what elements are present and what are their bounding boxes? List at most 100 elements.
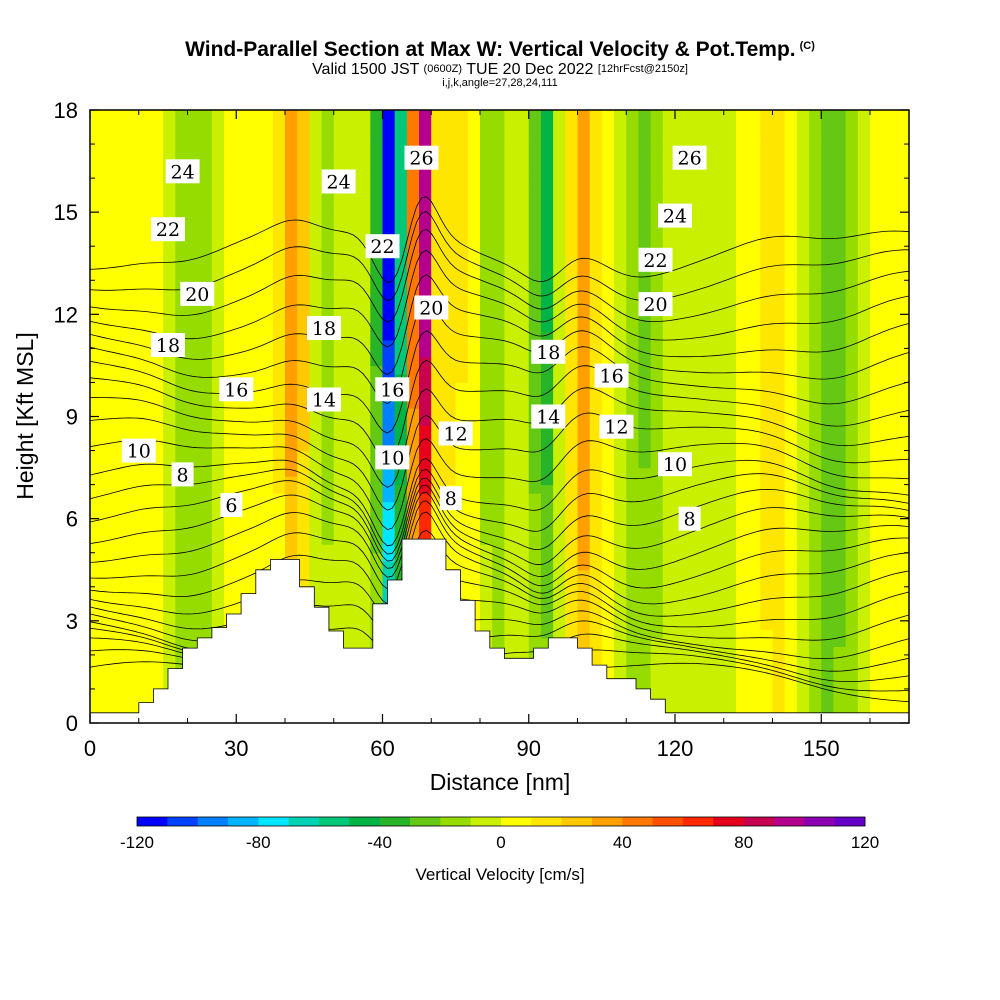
velocity-cell [272, 407, 286, 418]
velocity-cell [760, 493, 774, 503]
velocity-cell [114, 705, 128, 716]
velocity-cell [735, 433, 749, 443]
velocity-cell [638, 654, 652, 664]
velocity-cell [540, 501, 554, 511]
velocity-cell [650, 348, 664, 358]
velocity-cell [540, 161, 554, 171]
velocity-cell [211, 450, 225, 460]
velocity-cell [321, 280, 335, 290]
velocity-cell [102, 135, 115, 145]
velocity-cell [870, 688, 883, 699]
velocity-cell [577, 203, 591, 213]
theta-contour-line [90, 491, 909, 578]
contour-label-text: 16 [380, 379, 404, 401]
velocity-cell [906, 212, 909, 222]
velocity-cell [723, 612, 737, 622]
velocity-cell [358, 331, 371, 341]
velocity-cell [90, 561, 103, 571]
velocity-cell [784, 229, 798, 239]
velocity-cell [626, 152, 640, 162]
velocity-cell [894, 484, 908, 494]
velocity-cell [114, 271, 128, 281]
velocity-cell [626, 246, 640, 256]
velocity-cell [540, 510, 554, 520]
velocity-cell [370, 544, 384, 554]
velocity-cell [735, 416, 749, 426]
velocity-cell [882, 110, 895, 120]
velocity-cell [175, 510, 189, 520]
velocity-cell [516, 373, 530, 384]
velocity-cell [504, 484, 518, 494]
velocity-cell [723, 416, 737, 426]
velocity-cell [248, 476, 262, 486]
contour-label: 12 [599, 414, 634, 439]
velocity-cell [540, 322, 554, 332]
velocity-cell [370, 314, 384, 324]
velocity-cell [748, 246, 761, 256]
velocity-cell [699, 510, 713, 520]
velocity-cell [175, 127, 189, 137]
velocity-cell [833, 407, 847, 418]
velocity-cell [138, 110, 152, 120]
velocity-cell [735, 603, 749, 613]
velocity-cell [528, 561, 542, 571]
velocity-cell [638, 510, 652, 520]
velocity-cell [748, 271, 761, 281]
velocity-cell [358, 382, 371, 392]
velocity-cell [358, 339, 371, 349]
velocity-cell [675, 118, 688, 128]
velocity-cell [784, 620, 798, 630]
velocity-cell [406, 450, 420, 460]
velocity-cell [906, 186, 909, 196]
velocity-cell [711, 663, 725, 673]
velocity-cell [199, 220, 213, 230]
velocity-cell [455, 493, 469, 503]
velocity-cell [614, 118, 627, 128]
velocity-cell [577, 390, 591, 401]
velocity-cell [345, 135, 359, 145]
velocity-cell [845, 178, 859, 188]
velocity-cell [333, 144, 347, 154]
velocity-cell [577, 118, 591, 128]
velocity-cell [102, 425, 115, 435]
velocity-cell [467, 339, 481, 349]
velocity-cell [419, 467, 432, 477]
velocity-cell [687, 373, 700, 384]
velocity-cell [211, 322, 225, 332]
velocity-cell [309, 161, 323, 171]
velocity-cell [199, 356, 213, 367]
velocity-cell [163, 544, 176, 554]
velocity-cell [211, 501, 225, 511]
velocity-cell [711, 144, 725, 154]
velocity-cell [163, 212, 176, 222]
velocity-cell [796, 152, 810, 162]
velocity-cell [748, 535, 761, 545]
velocity-cell [504, 297, 518, 307]
velocity-cell [467, 467, 481, 477]
velocity-cell [735, 365, 749, 375]
velocity-cell [650, 654, 664, 664]
velocity-cell [882, 646, 895, 656]
velocity-cell [321, 510, 335, 520]
velocity-cell [687, 450, 700, 460]
velocity-cell [784, 356, 798, 367]
velocity-cell [906, 612, 909, 622]
velocity-cell [102, 390, 115, 401]
velocity-cell [321, 493, 335, 503]
velocity-cell [748, 186, 761, 196]
velocity-cell [419, 110, 432, 120]
velocity-cell [833, 450, 847, 460]
velocity-cell [723, 450, 737, 460]
velocity-cell [504, 527, 518, 537]
velocity-cell [699, 322, 713, 332]
velocity-cell [760, 322, 774, 332]
velocity-cell [163, 603, 176, 613]
velocity-cell [90, 484, 103, 494]
velocity-cell [236, 399, 250, 409]
velocity-cell [540, 271, 554, 281]
velocity-cell [187, 535, 201, 545]
velocity-cell [455, 450, 469, 460]
velocity-cell [199, 152, 213, 162]
velocity-cell [870, 169, 883, 179]
velocity-cell [638, 518, 652, 528]
